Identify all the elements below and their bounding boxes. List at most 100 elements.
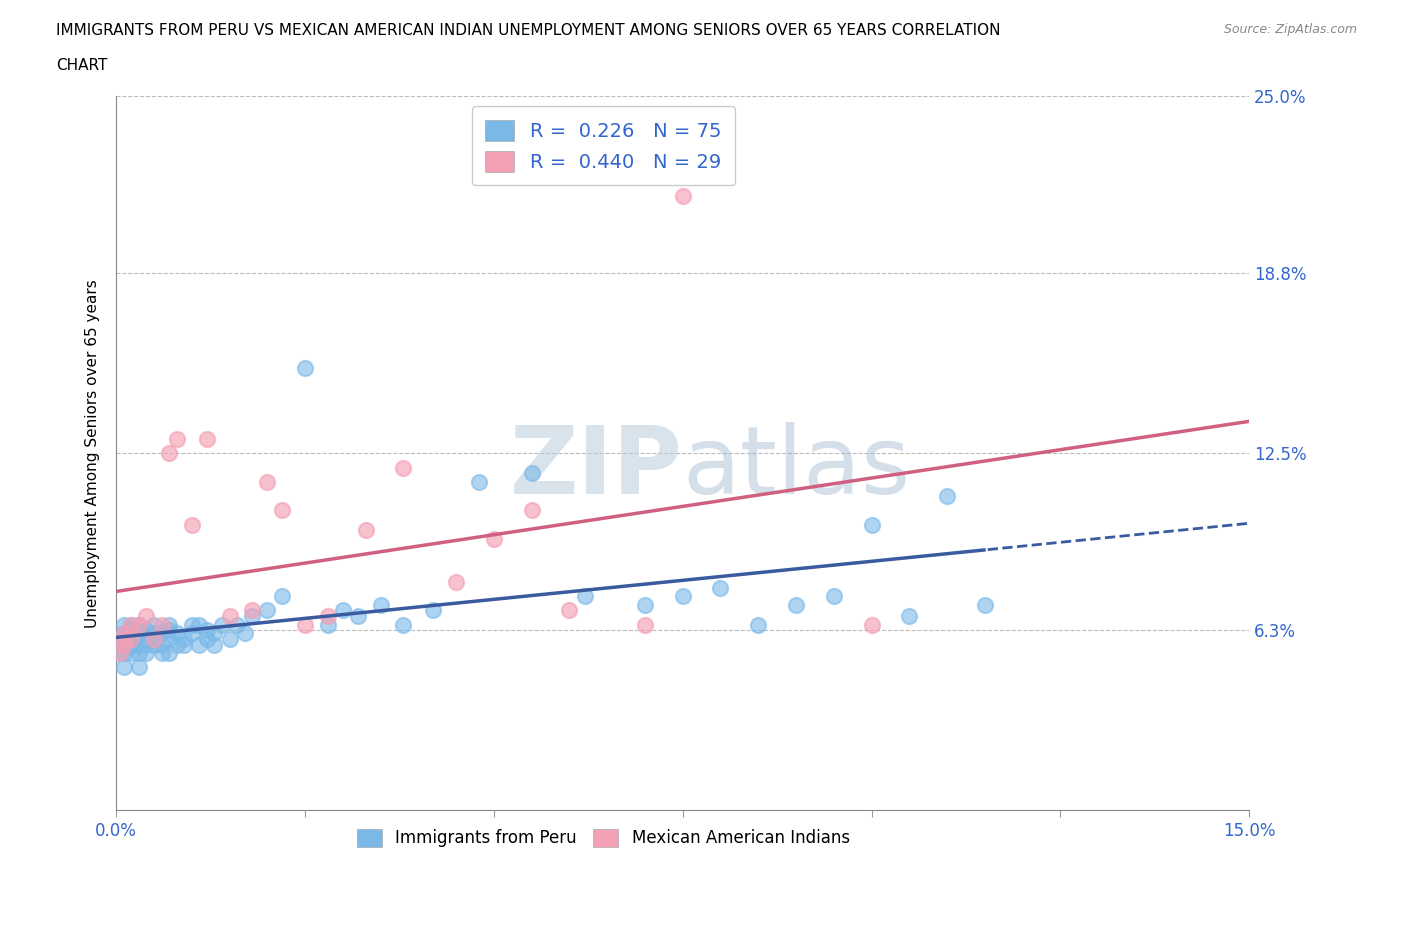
Point — [112, 631, 135, 646]
Point — [634, 618, 657, 632]
Point — [195, 623, 218, 638]
Point — [143, 637, 166, 652]
Text: ZIP: ZIP — [510, 421, 683, 513]
Point — [143, 626, 166, 641]
Point — [180, 626, 202, 641]
Point — [898, 608, 921, 623]
Point — [195, 631, 218, 646]
Point — [143, 631, 166, 646]
Point — [294, 618, 316, 632]
Point — [444, 575, 467, 590]
Text: CHART: CHART — [56, 58, 108, 73]
Point — [135, 608, 157, 623]
Point — [112, 618, 135, 632]
Point — [135, 631, 157, 646]
Point — [173, 637, 195, 652]
Point — [294, 360, 316, 375]
Point — [157, 445, 180, 460]
Point — [150, 618, 173, 632]
Point — [468, 474, 491, 489]
Point — [271, 589, 294, 604]
Point — [112, 626, 135, 641]
Point — [117, 626, 139, 641]
Point — [392, 460, 415, 475]
Point — [316, 618, 339, 632]
Point — [709, 580, 731, 595]
Point — [188, 637, 211, 652]
Point — [218, 631, 240, 646]
Point — [204, 637, 226, 652]
Point — [120, 623, 142, 638]
Point — [211, 618, 233, 632]
Point — [157, 645, 180, 660]
Point — [108, 631, 131, 646]
Point — [256, 474, 278, 489]
Point — [117, 640, 139, 655]
Point — [112, 637, 135, 652]
Point — [218, 608, 240, 623]
Point — [128, 618, 150, 632]
Text: Source: ZipAtlas.com: Source: ZipAtlas.com — [1223, 23, 1357, 36]
Point — [150, 645, 173, 660]
Point — [316, 608, 339, 623]
Point — [143, 618, 166, 632]
Point — [120, 645, 142, 660]
Point — [392, 618, 415, 632]
Point — [520, 503, 543, 518]
Text: IMMIGRANTS FROM PERU VS MEXICAN AMERICAN INDIAN UNEMPLOYMENT AMONG SENIORS OVER : IMMIGRANTS FROM PERU VS MEXICAN AMERICAN… — [56, 23, 1001, 38]
Point — [226, 618, 249, 632]
Point — [672, 589, 695, 604]
Point — [370, 597, 392, 612]
Point — [204, 626, 226, 641]
Point — [112, 631, 135, 646]
Point — [180, 517, 202, 532]
Text: atlas: atlas — [683, 421, 911, 513]
Point — [135, 637, 157, 652]
Point — [135, 623, 157, 638]
Point — [256, 603, 278, 618]
Point — [354, 523, 377, 538]
Point — [112, 660, 135, 675]
Y-axis label: Unemployment Among Seniors over 65 years: Unemployment Among Seniors over 65 years — [86, 279, 100, 628]
Point — [108, 645, 131, 660]
Point — [120, 637, 142, 652]
Point — [112, 637, 135, 652]
Point — [422, 603, 444, 618]
Point — [112, 626, 135, 641]
Point — [166, 637, 188, 652]
Point — [157, 631, 180, 646]
Point — [558, 603, 581, 618]
Point — [973, 597, 995, 612]
Point — [188, 618, 211, 632]
Legend: Immigrants from Peru, Mexican American Indians: Immigrants from Peru, Mexican American I… — [346, 817, 862, 859]
Point — [482, 532, 505, 547]
Point — [860, 517, 883, 532]
Point — [574, 589, 596, 604]
Point — [150, 626, 173, 641]
Point — [347, 608, 370, 623]
Point — [233, 626, 256, 641]
Point — [166, 432, 188, 446]
Point — [823, 589, 845, 604]
Point — [143, 631, 166, 646]
Point — [128, 618, 150, 632]
Point — [747, 618, 769, 632]
Point — [135, 645, 157, 660]
Point — [785, 597, 807, 612]
Point — [271, 503, 294, 518]
Point — [936, 488, 959, 503]
Point — [128, 626, 150, 641]
Point — [120, 618, 142, 632]
Point — [166, 626, 188, 641]
Point — [120, 618, 142, 632]
Point — [240, 608, 263, 623]
Point — [157, 618, 180, 632]
Point — [128, 637, 150, 652]
Point — [672, 189, 695, 204]
Point — [128, 645, 150, 660]
Point — [195, 432, 218, 446]
Point — [860, 618, 883, 632]
Point — [108, 645, 131, 660]
Point — [634, 597, 657, 612]
Point — [120, 631, 142, 646]
